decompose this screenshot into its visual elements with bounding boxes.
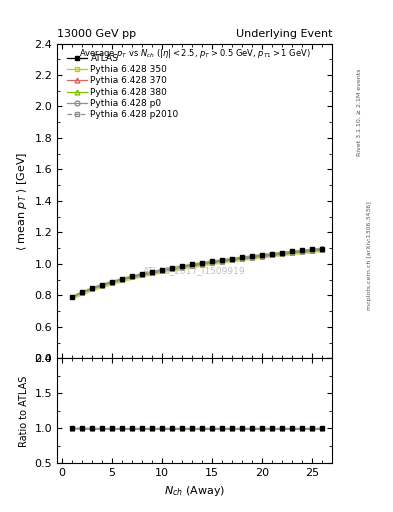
Text: 13000 GeV pp: 13000 GeV pp	[57, 29, 136, 39]
Y-axis label: $\langle$ mean $p_T$ $\rangle$ [GeV]: $\langle$ mean $p_T$ $\rangle$ [GeV]	[15, 151, 29, 251]
Text: Underlying Event: Underlying Event	[235, 29, 332, 39]
Text: mcplots.cern.ch [arXiv:1306.3436]: mcplots.cern.ch [arXiv:1306.3436]	[367, 202, 373, 310]
Text: ATLAS_2017_I1509919: ATLAS_2017_I1509919	[143, 266, 246, 275]
Text: Rivet 3.1.10, ≥ 2.1M events: Rivet 3.1.10, ≥ 2.1M events	[357, 69, 362, 156]
X-axis label: $N_{ch}$ (Away): $N_{ch}$ (Away)	[164, 484, 225, 498]
Text: Average $p_T$ vs $N_{ch}$ ($|\eta| < 2.5$, $p_T > 0.5$ GeV, $p_{T1} > 1$ GeV): Average $p_T$ vs $N_{ch}$ ($|\eta| < 2.5…	[79, 47, 310, 60]
Legend: ATLAS, Pythia 6.428 350, Pythia 6.428 370, Pythia 6.428 380, Pythia 6.428 p0, Py: ATLAS, Pythia 6.428 350, Pythia 6.428 37…	[64, 51, 182, 122]
Y-axis label: Ratio to ATLAS: Ratio to ATLAS	[19, 375, 29, 446]
